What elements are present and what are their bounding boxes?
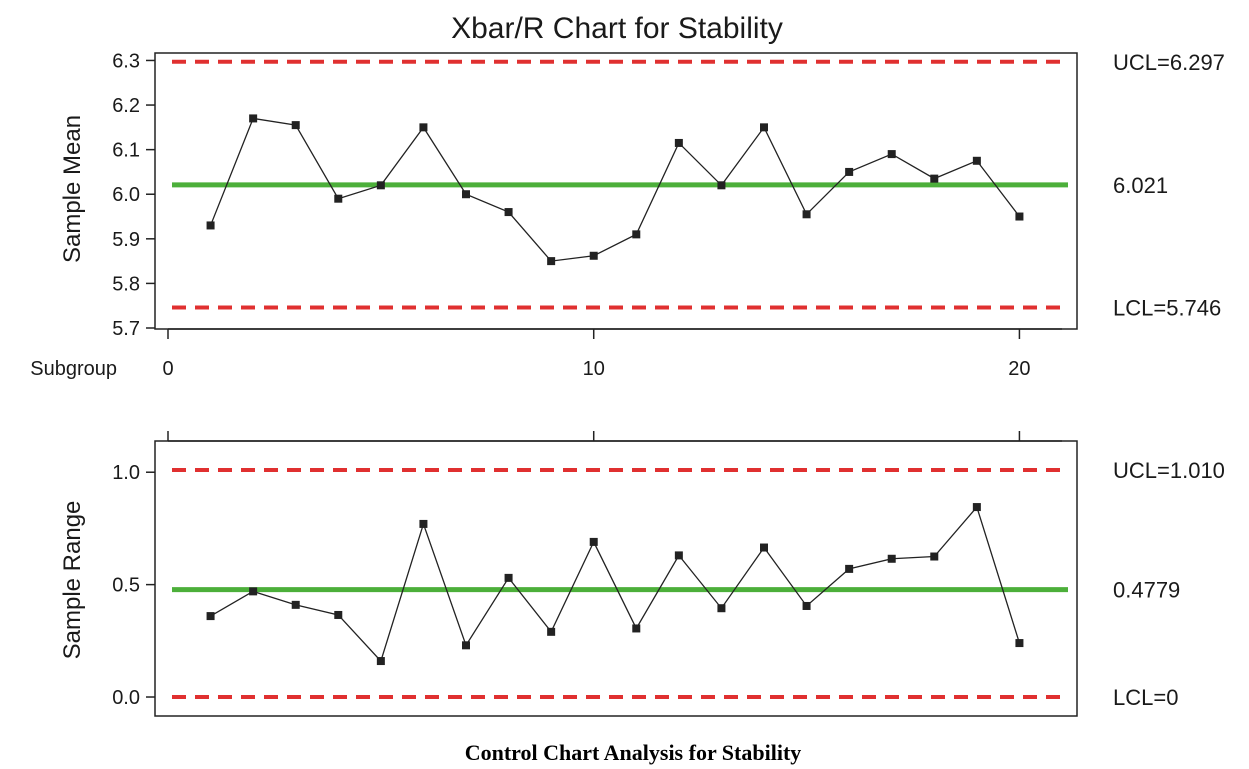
xbar-data-point	[845, 167, 854, 176]
xbar-y-tick-label: 6.2	[112, 95, 140, 117]
range-center-label: 0.4779	[1113, 578, 1180, 603]
range-data-point	[589, 537, 598, 546]
xbar-y-tick-label: 6.0	[112, 184, 140, 206]
range-data-point	[760, 543, 768, 552]
xbar-data-point	[717, 181, 726, 190]
xbar-data-point	[930, 174, 939, 183]
x-tick-label: 0	[162, 358, 173, 380]
range-data-point	[376, 657, 385, 666]
xbar-data-point	[802, 210, 811, 219]
xbar-data-point	[547, 257, 556, 266]
x-tick-label: 20	[1008, 358, 1030, 380]
range-data-point	[674, 551, 683, 560]
xbar-y-tick-label: 5.8	[112, 273, 140, 295]
xbar-data-point	[206, 221, 215, 230]
xbar-data-point	[504, 208, 513, 217]
range-data-point	[887, 554, 896, 563]
range-chart-panel: Sample Range 0.0 0.5 1.0 UCL=1.010 0.4779 LC…	[59, 431, 1225, 717]
xbar-data-point	[462, 190, 470, 199]
range-data-point	[845, 564, 854, 573]
xbar-y-tick-label: 5.9	[112, 229, 140, 251]
range-y-tick-label: 1.0	[112, 462, 140, 484]
xbar-data-point	[887, 150, 896, 159]
xbar-ucl-label: UCL=6.297	[1113, 50, 1225, 75]
range-data-point	[972, 503, 981, 512]
range-plot-frame	[154, 440, 1078, 717]
range-series-line	[210, 505, 1021, 663]
xbar-data-point	[972, 156, 981, 165]
range-data-point	[206, 612, 215, 621]
xbar-data-point	[376, 181, 385, 190]
range-data-point	[504, 573, 513, 582]
range-y-tick-label: 0.0	[112, 687, 140, 709]
xbar-data-point	[419, 123, 428, 132]
xbar-lcl-label: LCL=5.746	[1113, 295, 1221, 320]
xbar-data-point	[760, 123, 768, 132]
range-data-point	[802, 601, 811, 610]
xbar-y-tick-label: 6.3	[112, 50, 140, 72]
xbar-y-tick-label: 5.7	[112, 318, 140, 340]
figure-caption: Control Chart Analysis for Stability	[465, 740, 802, 765]
xbar-series-line	[209, 117, 1020, 262]
range-y-axis-label: Sample Range	[59, 501, 86, 660]
range-data-point	[249, 587, 258, 596]
xbar-data-point	[291, 121, 300, 130]
range-data-point	[419, 519, 428, 528]
range-lcl-label: LCL=0	[1113, 685, 1178, 710]
x-tick-label: 10	[583, 358, 605, 380]
xbar-plot-frame	[154, 52, 1078, 330]
range-data-point	[462, 641, 470, 650]
x-axis-label: Subgroup	[30, 358, 117, 380]
xbar-data-point	[249, 114, 258, 123]
range-data-point	[334, 610, 343, 619]
xbar-data-point	[334, 194, 343, 203]
range-data-point	[547, 627, 556, 636]
xbar-data-point	[589, 251, 598, 260]
xbar-y-tick-label: 6.1	[112, 140, 140, 162]
range-ucl-label: UCL=1.010	[1113, 458, 1225, 483]
range-data-point	[1015, 639, 1024, 648]
range-data-point	[930, 552, 939, 561]
range-data-point	[291, 600, 300, 609]
xbar-data-point	[632, 230, 641, 239]
xbar-chart-panel: Sample Mean Subgroup 5.7 5.8 5.9 6.0 6.1 6.2 6…	[30, 50, 1225, 380]
xbar-data-point	[1015, 212, 1024, 221]
range-y-tick-label: 0.5	[112, 575, 140, 597]
xbar-y-axis-label: Sample Mean	[59, 115, 86, 263]
chart-title: Xbar/R Chart for Stability	[451, 12, 783, 45]
range-data-point	[717, 604, 726, 613]
range-data-point	[632, 624, 641, 633]
xbar-data-point	[674, 138, 683, 147]
xbar-center-label: 6.021	[1113, 173, 1168, 198]
